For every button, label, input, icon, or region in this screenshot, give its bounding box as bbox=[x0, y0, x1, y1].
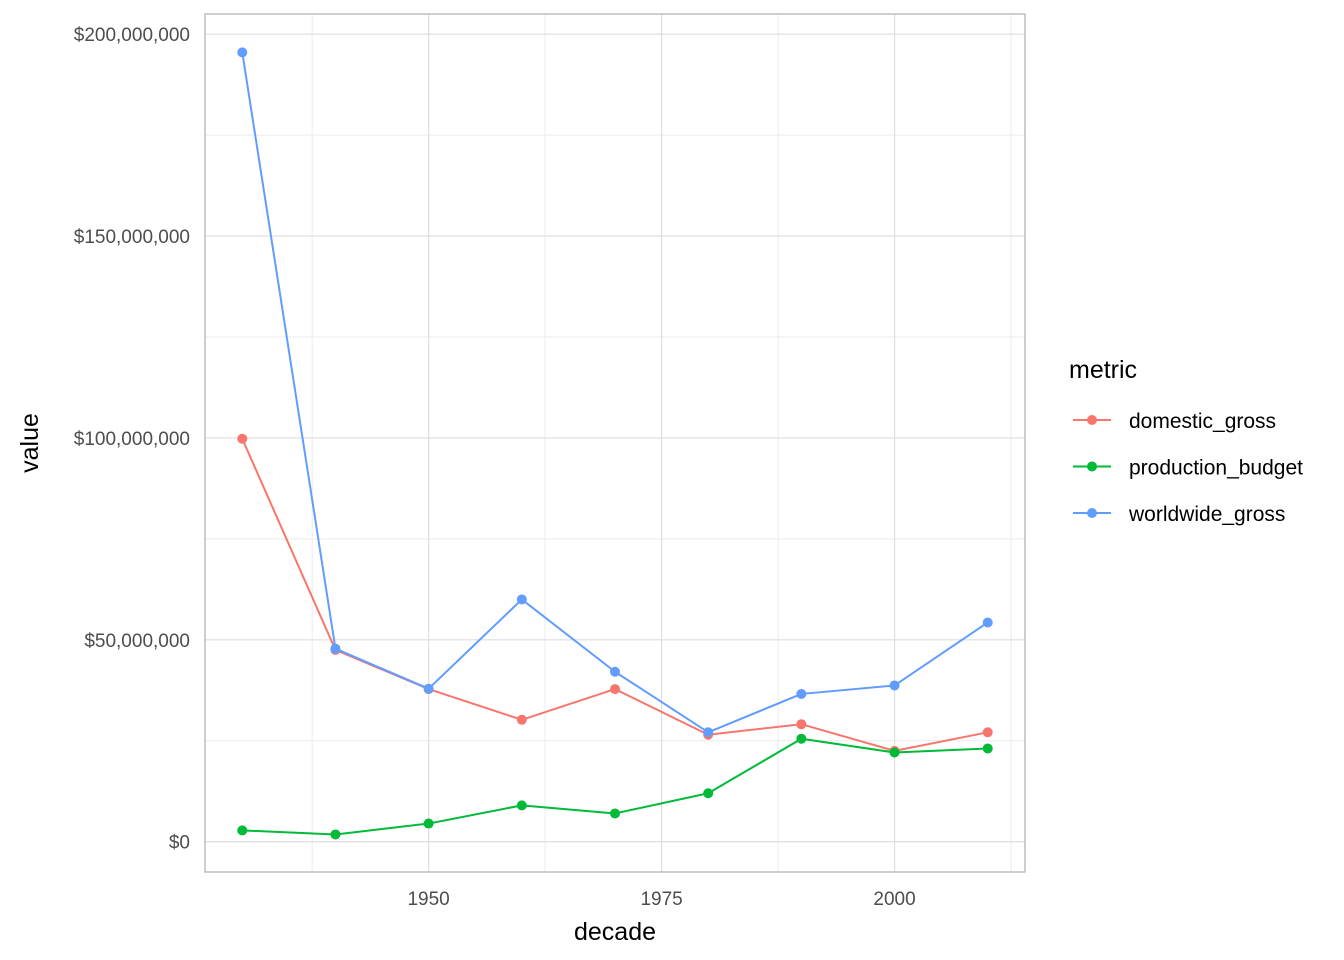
data-point-worldwide-gross bbox=[516, 594, 527, 605]
data-point-worldwide-gross bbox=[237, 47, 248, 58]
data-point-worldwide-gross bbox=[889, 680, 900, 691]
series-line-production-budget bbox=[242, 737, 988, 836]
data-point-production-budget bbox=[703, 788, 714, 799]
legend: metric domestic_gross production_budgetwo… bbox=[1069, 356, 1303, 526]
data-point-worldwide-gross bbox=[703, 727, 714, 738]
legend-items: domestic_gross production_budget worldwide… bbox=[1073, 410, 1303, 526]
legend-key-point bbox=[1087, 461, 1097, 472]
y-tick-label: $100,000,000 bbox=[74, 429, 190, 450]
data-point-domestic-gross bbox=[516, 714, 527, 725]
x-tick-label: 1975 bbox=[640, 889, 682, 910]
y-tick-label: $0 bbox=[169, 833, 190, 854]
data-point-worldwide-gross bbox=[982, 617, 993, 628]
data-point-domestic-gross bbox=[796, 719, 807, 730]
data-point-worldwide-gross bbox=[610, 666, 620, 677]
data-point-domestic-gross bbox=[237, 433, 248, 444]
x-tick-label: 1950 bbox=[407, 889, 449, 910]
x-tick-label: 2000 bbox=[873, 889, 915, 910]
legend-label: production_budget bbox=[1129, 457, 1303, 480]
data-point-worldwide-gross bbox=[423, 683, 434, 694]
data-point-production-budget bbox=[982, 743, 993, 754]
data-point-production-budget bbox=[889, 747, 900, 758]
data-point-production-budget bbox=[423, 818, 434, 829]
data-point-production-budget bbox=[237, 825, 248, 836]
data-point-production-budget bbox=[330, 829, 341, 840]
legend-title: metric bbox=[1069, 356, 1137, 384]
series-line-worldwide-gross bbox=[241, 52, 989, 734]
data-point-worldwide-gross bbox=[796, 688, 807, 699]
data-point-production-budget bbox=[610, 808, 620, 819]
legend-key-point bbox=[1087, 415, 1097, 425]
legend-key-point bbox=[1087, 508, 1097, 518]
y-tick-label: $200,000,000 bbox=[74, 25, 190, 46]
y-tick-label: $50,000,000 bbox=[84, 631, 190, 652]
y-tick-label: $150,000,000 bbox=[74, 227, 190, 248]
x-axis-title: decade bbox=[574, 918, 656, 946]
legend-label: domestic_gross bbox=[1129, 410, 1276, 433]
legend-label: worldwide_gross bbox=[1128, 503, 1285, 526]
grid-layer bbox=[205, 14, 1025, 872]
panel-border bbox=[204, 13, 1026, 873]
axis-layer: 1950 1975 2000 $0 $50,000,000 $100,000,000 $15… bbox=[74, 25, 916, 910]
data-point-domestic-gross bbox=[610, 684, 620, 695]
data-point-worldwide-gross bbox=[330, 643, 341, 654]
series-line-domestic-gross bbox=[241, 438, 988, 752]
data-point-domestic-gross bbox=[982, 727, 993, 738]
series-layer bbox=[237, 47, 993, 840]
data-point-production-budget bbox=[796, 733, 807, 744]
data-point-production-budget bbox=[516, 800, 527, 811]
y-axis-title: value bbox=[16, 413, 44, 473]
